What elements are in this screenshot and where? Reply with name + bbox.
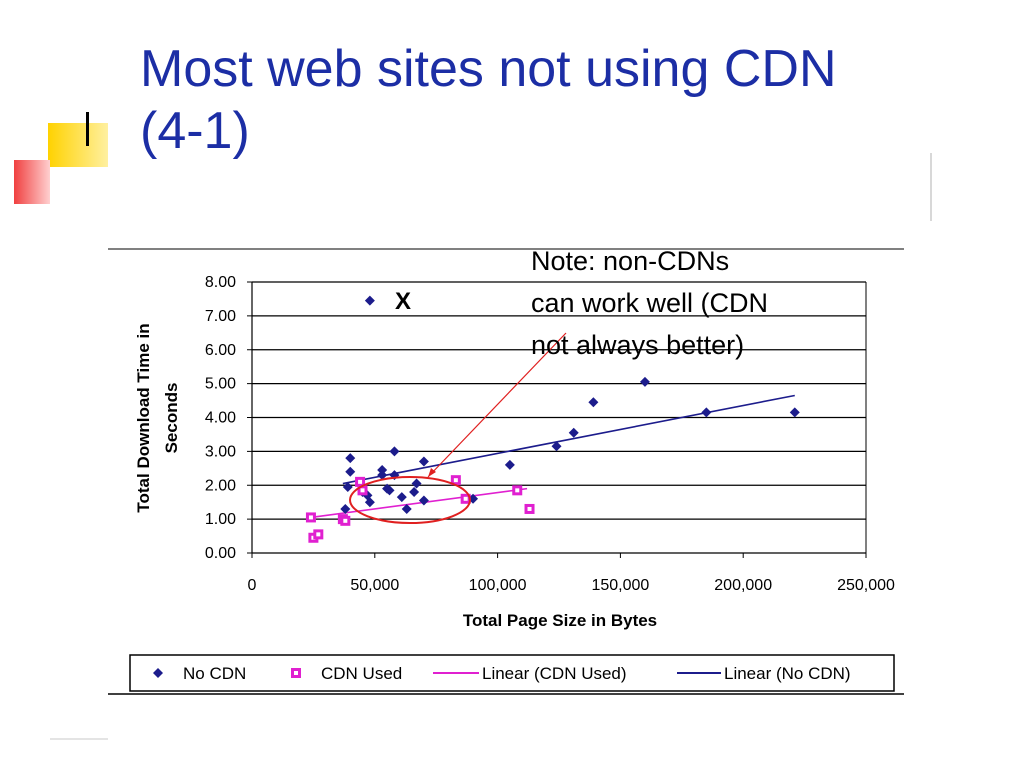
point-0-22: [551, 441, 562, 452]
legend-cdn-used-label: CDN Used: [321, 664, 402, 683]
y-tick-labels: 0.00 1.00 2.00 3.00 4.00 5.00 6.00 7.00 8.00: [205, 274, 236, 562]
legend-no-cdn-marker: [153, 668, 163, 678]
legend-box: [129, 654, 895, 692]
point-1-8: [460, 493, 471, 504]
y-axis-label-line-2: Seconds: [162, 383, 181, 454]
point-0-25: [639, 376, 650, 387]
point-0-7: [364, 497, 375, 508]
note-box: Note: non-CDNs can work well (CDN not al…: [531, 240, 841, 366]
point-0-24: [588, 397, 599, 408]
point-0-16: [409, 487, 420, 498]
y-axis-label-line-1: Total Download Time in: [134, 323, 153, 512]
y-tick-label-5: 5.00: [205, 376, 236, 393]
point-square-inner-1-9: [515, 488, 520, 493]
point-0-11: [384, 485, 395, 496]
point-square-inner-1-8: [463, 496, 468, 501]
point-0-1: [345, 453, 356, 464]
highlight-ellipse: [349, 476, 471, 524]
point-1-6: [357, 485, 368, 496]
x-tick-label-4: 200,000: [714, 577, 772, 594]
legend-linear-cdn-label: Linear (CDN Used): [482, 664, 627, 683]
point-square-inner-1-4: [343, 518, 348, 523]
point-0-8: [377, 465, 388, 476]
point-0-14: [396, 492, 407, 503]
x-tick-labels: 0 50,000 100,000 150,000 200,000 250,000: [248, 577, 895, 594]
outlier-x-mark: X: [395, 288, 411, 315]
point-0-3: [342, 481, 353, 492]
x-tick-label-0: 0: [248, 577, 257, 594]
point-0-21: [504, 459, 515, 470]
point-square-inner-1-0: [308, 515, 313, 520]
point-1-9: [512, 485, 523, 496]
point-0-27: [789, 407, 800, 418]
title-line-1: Most web sites not using CDN: [140, 40, 837, 98]
point-0-2: [345, 466, 356, 477]
y-tick-label-0: 0.00: [205, 545, 236, 562]
slide-title: Most web sites not using CDN (4-1): [140, 38, 1000, 162]
point-0-17: [411, 478, 422, 489]
point-1-10: [524, 503, 535, 514]
point-square-inner-1-2: [316, 532, 321, 537]
y-tick-label-2: 2.00: [205, 477, 236, 494]
y-tick-label-4: 4.00: [205, 410, 236, 427]
point-square-inner-1-6: [360, 488, 365, 493]
point-0-18: [418, 456, 429, 467]
legend-cdn-used-marker-inner: [294, 671, 298, 675]
x-tick-label-3: 150,000: [591, 577, 649, 594]
note-line-1: Note: non-CDNs: [531, 246, 730, 276]
deco-vertical-bar: [86, 112, 89, 146]
deco-yellow-square: [48, 123, 108, 167]
x-tick-label-5: 250,000: [837, 577, 895, 594]
legend-no-cdn-label: No CDN: [183, 664, 246, 683]
point-0-4: [340, 503, 351, 514]
point-1-5: [355, 476, 366, 487]
x-tick-label-2: 100,000: [469, 577, 527, 594]
point-1-2: [313, 529, 324, 540]
point-1-0: [305, 512, 316, 523]
title-line-2: (4-1): [140, 102, 250, 160]
y-tick-label-1: 1.00: [205, 511, 236, 528]
point-1-7: [450, 475, 461, 486]
x-axis-label: Total Page Size in Bytes: [463, 611, 657, 630]
deco-right-line: [930, 153, 932, 221]
point-0-9: [377, 470, 388, 481]
y-tick-label-7: 7.00: [205, 308, 236, 325]
annotation-arrow: [427, 332, 567, 478]
note-line-3: not always better): [531, 330, 745, 360]
point-square-inner-1-5: [358, 479, 363, 484]
legend: No CDN CDN Used Linear (CDN Used) Linear…: [129, 654, 895, 692]
point-square-inner-1-10: [527, 506, 532, 511]
trendlines: [310, 394, 795, 519]
trendline-0: [310, 487, 528, 519]
point-0-0: [364, 295, 375, 306]
annotation-arrowhead: [428, 468, 436, 477]
note-line-2: can work well (CDN: [531, 288, 769, 318]
x-tick-label-1: 50,000: [350, 577, 399, 594]
point-0-19: [418, 495, 429, 506]
deco-red-square: [14, 160, 50, 204]
axes: [247, 281, 867, 558]
point-0-13: [389, 446, 400, 457]
point-0-23: [568, 427, 579, 438]
y-tick-label-8: 8.00: [205, 274, 236, 291]
trendline-1: [342, 394, 795, 485]
legend-linear-no-cdn-label: Linear (No CDN): [724, 664, 851, 683]
point-1-4: [340, 515, 351, 526]
y-tick-label-6: 6.00: [205, 342, 236, 359]
point-0-26: [701, 407, 712, 418]
data-points: [305, 295, 800, 543]
y-tick-label-3: 3.00: [205, 443, 236, 460]
deco-bottom-line: [50, 738, 108, 740]
point-0-15: [401, 503, 412, 514]
point-square-inner-1-7: [453, 478, 458, 483]
grid-lines: [252, 281, 866, 520]
